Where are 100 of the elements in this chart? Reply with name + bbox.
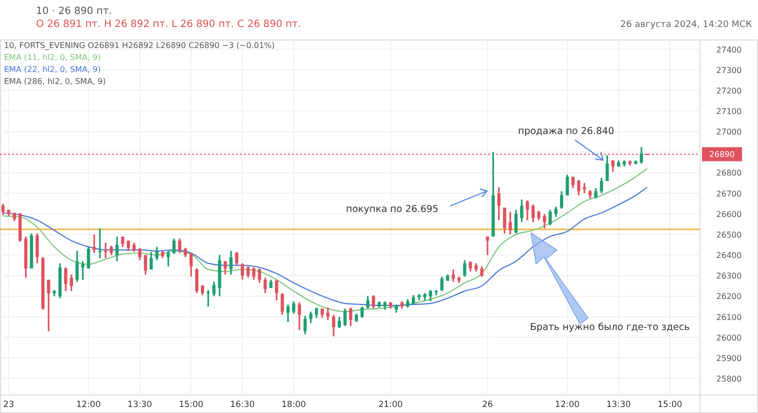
y-tick-label: 27100 (716, 107, 742, 116)
candlestick (280, 292, 284, 316)
candlestick (166, 250, 170, 268)
y-tick-label: 27000 (716, 128, 742, 137)
y-tick-label: 27200 (716, 86, 742, 96)
x-tick-label: 18:00 (281, 400, 306, 410)
candlestick (526, 200, 529, 221)
x-tick-label: 21:00 (378, 400, 403, 410)
x-tick-label: 13:30 (606, 400, 631, 410)
candlestick (92, 234, 96, 254)
candlestick (200, 284, 204, 296)
candlestick (229, 250, 233, 276)
candlestick (428, 289, 432, 302)
x-tick-label: 15:00 (178, 400, 204, 410)
ref-line-label: 26890 (709, 150, 735, 160)
candlestick (1, 203, 5, 216)
candlestick (252, 266, 256, 281)
candlestick (155, 246, 158, 262)
candlestick (190, 252, 193, 278)
candlestick (343, 308, 347, 327)
candlestick (36, 232, 39, 264)
candlestick (76, 250, 79, 283)
candlestick (286, 304, 290, 323)
candlestick (372, 294, 376, 310)
candlestick (537, 210, 540, 221)
annotation: 10, FORTS_EVENING O26891 H26892 L26890 C26890 −3 (−0.01%) (4, 41, 275, 50)
annotation: продажа по 26.840 (518, 126, 614, 137)
candlestick (542, 213, 546, 230)
candlestick (98, 228, 102, 259)
candlestick (144, 254, 148, 276)
y-tick-label: 25800 (716, 374, 742, 384)
text: EMA (11, hl2, 0, SMA, 9) (4, 53, 101, 62)
candlestick (600, 177, 604, 194)
candlestick (468, 260, 472, 272)
x-tick-label: 15:00 (658, 400, 682, 410)
candlestick (349, 306, 352, 327)
y-tick-label: 26000 (716, 333, 742, 342)
line-series (2, 186, 648, 306)
y-tick-label: 26400 (716, 251, 742, 260)
candlestick (304, 314, 307, 336)
candlestick (292, 300, 296, 315)
candlestick (132, 242, 136, 253)
candlestick (480, 266, 484, 278)
candlestick (86, 246, 90, 270)
candlestick (121, 236, 124, 248)
y-tick-label: 26800 (716, 168, 742, 178)
candlestick (178, 238, 182, 254)
y-tick-label: 26700 (716, 189, 742, 198)
candlestick (548, 208, 552, 226)
candlestick (81, 260, 84, 281)
candlestick (212, 281, 216, 298)
candlestick (520, 198, 524, 223)
candlestick (566, 174, 569, 196)
candlestick (503, 206, 506, 234)
candlestick (264, 276, 267, 294)
candlestick (195, 268, 198, 294)
candlestick (497, 186, 500, 221)
candlestick (70, 274, 73, 292)
candlestick (452, 268, 455, 283)
candlestick (206, 289, 210, 308)
y-tick-label: 26500 (716, 230, 742, 240)
annotation: покупка по 26.695 (346, 204, 438, 215)
x-tick-label: 12:00 (76, 400, 101, 410)
candlestick (138, 247, 142, 262)
x-tick-label: 23 (3, 400, 14, 410)
candlestick (224, 260, 227, 276)
candlestick (366, 295, 370, 310)
candlestick (440, 276, 444, 292)
candlestick (320, 308, 324, 319)
candlestick (360, 306, 364, 319)
annotation: Брать нужно было где-то здесь (530, 322, 690, 333)
y-tick-label: 27400 (716, 45, 742, 54)
candlestick (64, 266, 68, 292)
candlestick (606, 154, 609, 182)
candlestick (332, 314, 336, 338)
candlestick (486, 236, 490, 256)
candlestick (463, 259, 466, 278)
y-tick-label: 26600 (716, 210, 742, 219)
x-tick-label: 26 (482, 400, 493, 410)
x-tick-label: 12:00 (555, 400, 580, 410)
candlestick (508, 211, 512, 236)
candlestick (338, 316, 341, 329)
candlestick (47, 278, 50, 332)
candlestick (126, 240, 130, 252)
candlestick (298, 302, 301, 331)
candlestick (326, 306, 330, 321)
candlestick (235, 251, 238, 266)
candlestick (594, 187, 598, 200)
y-tick-label: 26300 (716, 272, 742, 281)
candlestick (172, 238, 176, 255)
candlestick (640, 146, 643, 164)
candlestick (554, 206, 558, 218)
candlestick (115, 236, 119, 262)
candlestick (577, 179, 580, 196)
chart-subtitle: O 26 891 пт. H 26 892 пт. L 26 890 пт. C 26 890 пт. (36, 19, 302, 30)
candlestick (275, 278, 278, 302)
candlestick (110, 244, 113, 256)
y-tick-label: 26200 (716, 292, 742, 302)
y-tick-label: 27300 (716, 66, 742, 75)
x-tick-label: 16:30 (230, 400, 255, 410)
